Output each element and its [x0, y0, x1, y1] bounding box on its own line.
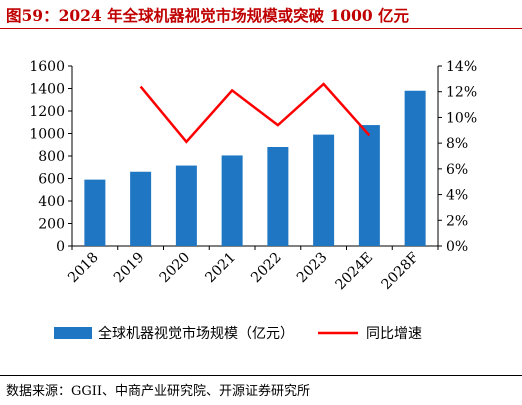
- bar: [313, 134, 335, 246]
- x-tick-label: 2018: [65, 250, 102, 287]
- y-left-tick-label: 1400: [29, 82, 65, 98]
- x-tick-label: 2028F: [379, 249, 423, 293]
- bar: [267, 147, 289, 246]
- x-tick-label: 2019: [111, 250, 148, 287]
- y-left-tick-label: 400: [38, 194, 65, 210]
- y-left-tick-label: 1200: [29, 104, 65, 120]
- y-left-tick-label: 0: [56, 239, 65, 255]
- x-tick-label: 2021: [202, 250, 239, 287]
- y-right-tick-label: 8%: [446, 136, 468, 152]
- title-divider: [0, 28, 522, 29]
- bar: [84, 179, 106, 246]
- x-tick-label: 2024E: [332, 250, 376, 294]
- plot-area: 0 200 400 600 800 1000 1200 1400 1600 0% 2% 4% 6% 8% 1…: [29, 59, 477, 342]
- y-left-tick-label: 200: [38, 217, 65, 233]
- source-divider: [0, 375, 522, 376]
- y-right-tick-label: 0%: [446, 239, 468, 255]
- x-tick-label: 2022: [248, 250, 285, 287]
- x-tick-label: 2023: [294, 250, 331, 287]
- y-left-tick-label: 600: [38, 172, 65, 188]
- legend-label-line: 同比增速: [366, 326, 422, 342]
- chart-title: 图59：2024 年全球机器视觉市场规模或突破 1000 亿元: [6, 6, 410, 25]
- y-right-tick-label: 12%: [446, 85, 477, 101]
- y-right-tick-label: 14%: [446, 59, 477, 75]
- legend-swatch-bar: [54, 327, 92, 339]
- chart-svg: 0 200 400 600 800 1000 1200 1400 1600 0% 2% 4% 6% 8% 1…: [29, 59, 477, 342]
- bar: [221, 155, 243, 246]
- x-tick-label: 2020: [157, 250, 194, 287]
- y-right-tick-label: 10%: [446, 110, 477, 126]
- bar: [358, 125, 380, 246]
- y-left-tick-label: 1600: [29, 59, 65, 75]
- growth-line: [139, 82, 371, 144]
- y-right-tick-label: 2%: [446, 213, 468, 229]
- source-note: 数据来源：GGII、中商产业研究院、开源证券研究所: [6, 384, 311, 399]
- bar: [175, 165, 197, 246]
- bar: [404, 90, 426, 246]
- y-right-tick-label: 6%: [446, 162, 468, 178]
- legend-label-bar: 全球机器视觉市场规模（亿元）: [98, 325, 294, 342]
- y-left-tick-label: 1000: [29, 127, 65, 143]
- y-right-tick-label: 4%: [446, 188, 468, 204]
- bar: [130, 171, 152, 246]
- y-left-tick-label: 800: [38, 149, 65, 165]
